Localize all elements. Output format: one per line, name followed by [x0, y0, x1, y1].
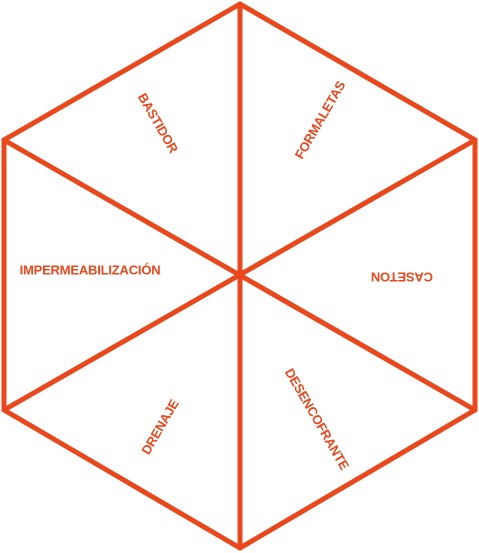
segment-labels: BASTIDOR FORMALETAS CASETON DESENCOFRANT… — [20, 78, 433, 473]
segment-label-bastidor: BASTIDOR — [135, 91, 182, 157]
segment-label-caseton: CASETON — [371, 270, 433, 285]
segment-label-impermeabilizacion: IMPERMEABILIZACIÓN — [20, 263, 161, 278]
divider-diagonal-right — [2, 137, 477, 413]
segment-label-drenaje: DRENAJE — [138, 397, 182, 458]
segment-label-desencofrante: DESENCOFRANTE — [282, 366, 352, 473]
segment-label-formaletas: FORMALETAS — [292, 78, 349, 162]
